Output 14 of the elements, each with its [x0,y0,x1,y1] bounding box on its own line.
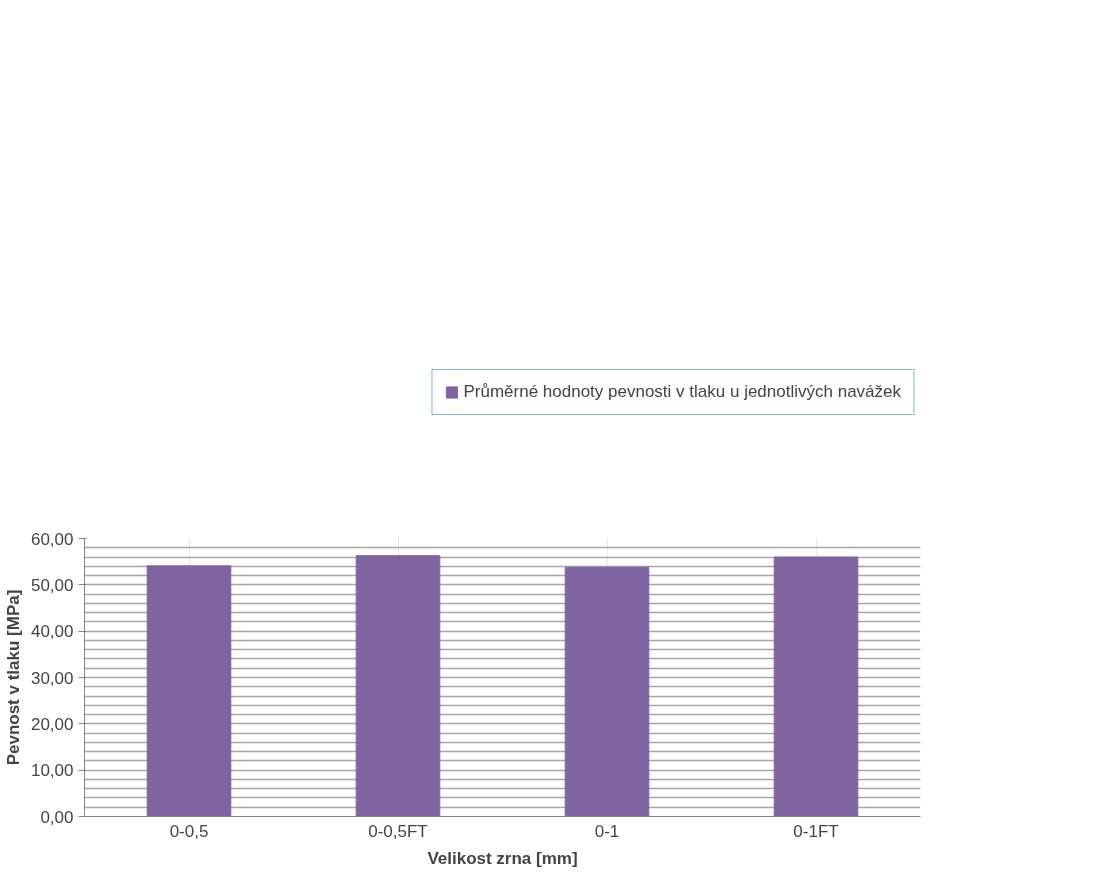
y-tick-label: 40,00 [30,622,74,642]
y-tick-label: 20,00 [30,714,74,734]
x-tick-label: 0-1FT [793,821,839,841]
x-tick-label: 0-1 [594,821,620,841]
y-tick-label: 10,00 [30,761,74,781]
x-tick-label: 0-0,5FT [368,821,428,841]
x-axis-title: Velikost zrna [mm] [427,848,578,868]
x-tick-label: 0-0,5 [169,821,209,841]
y-tick-label: 60,00 [30,529,74,549]
y-axis-title: Pevnost v tlaku [MPa] [3,589,23,766]
y-tick-label: 30,00 [30,668,74,688]
y-tick-label: 50,00 [30,575,74,595]
y-tick-label: 0,00 [40,807,74,827]
legend-label: Průměrné hodnoty pevnosti v tlaku u jednotlivých navážek [463,382,901,402]
